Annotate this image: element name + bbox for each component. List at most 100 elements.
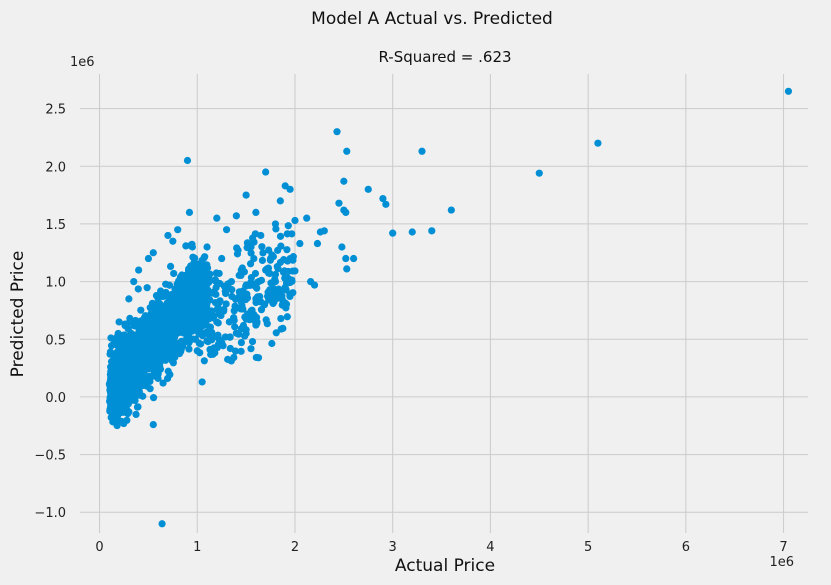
data-point (222, 226, 231, 234)
data-point (338, 243, 346, 251)
y-tick-label: 1.0 (45, 276, 66, 291)
data-point (130, 345, 138, 353)
data-point (198, 331, 207, 340)
data-point (157, 349, 165, 357)
x-axis-label: Actual Price (395, 556, 495, 576)
data-point (187, 286, 195, 294)
x-tick-label: 6 (682, 540, 690, 555)
data-point (140, 313, 149, 322)
data-point (226, 333, 234, 341)
data-point (131, 357, 139, 365)
data-point (259, 249, 267, 257)
data-point (107, 406, 115, 414)
data-point (784, 87, 793, 95)
data-point (228, 292, 236, 301)
data-point (307, 277, 315, 286)
data-point (252, 208, 260, 216)
data-point (157, 287, 165, 295)
data-point (205, 274, 213, 282)
data-point (212, 269, 220, 277)
data-point (281, 182, 289, 190)
data-point (418, 147, 426, 155)
data-point (137, 349, 146, 357)
data-point (169, 237, 177, 245)
data-point (277, 325, 285, 333)
data-point (203, 243, 211, 251)
data-point (110, 335, 118, 343)
data-point (107, 377, 115, 385)
data-point (227, 277, 236, 286)
data-point (242, 191, 250, 199)
data-points (105, 87, 793, 528)
data-point (137, 306, 145, 314)
data-point (232, 212, 240, 220)
data-point (271, 220, 280, 228)
data-point (335, 199, 343, 207)
y-tick-labels: −1.0 −0.5 0.0 0.5 1.0 1.5 2.0 2.5 (34, 103, 66, 522)
data-point (144, 254, 153, 263)
data-point (243, 290, 251, 298)
data-point (164, 231, 172, 240)
data-point (125, 369, 133, 377)
data-point (246, 260, 255, 268)
data-point (254, 354, 263, 362)
data-point (248, 337, 257, 346)
data-point (166, 262, 175, 270)
x-tick-label: 5 (584, 540, 592, 555)
data-point (263, 292, 272, 300)
data-point (237, 325, 245, 333)
data-point (286, 278, 294, 287)
data-point (281, 283, 289, 291)
data-point (237, 271, 245, 280)
data-point (291, 216, 299, 225)
data-point (313, 239, 322, 248)
data-point (174, 286, 183, 294)
data-point (166, 345, 174, 354)
data-point (169, 352, 177, 360)
data-point (145, 373, 153, 381)
data-point (333, 128, 341, 136)
data-point (271, 277, 280, 286)
data-point (205, 315, 213, 323)
data-point (289, 256, 297, 264)
data-point (250, 254, 258, 263)
data-point (408, 228, 416, 236)
data-point (231, 302, 239, 310)
data-point (121, 321, 129, 330)
data-point (149, 346, 157, 354)
data-point (165, 281, 174, 289)
data-point (389, 229, 397, 237)
data-point (272, 329, 280, 337)
data-point (139, 336, 147, 344)
data-point (107, 399, 115, 407)
data-point (149, 249, 157, 257)
x-tick-label: 7 (779, 540, 787, 555)
data-point (284, 222, 292, 230)
data-point (177, 326, 185, 334)
data-point (156, 300, 164, 308)
data-point (218, 254, 226, 263)
data-point (178, 309, 186, 317)
data-point (284, 267, 292, 276)
chart-title: Model A Actual vs. Predicted (311, 9, 553, 29)
data-point (379, 194, 387, 203)
data-point (131, 316, 140, 325)
data-point (183, 334, 191, 342)
data-point (194, 296, 202, 304)
data-point (208, 336, 216, 344)
y-tick-label: 1.5 (45, 218, 66, 233)
data-point (283, 246, 291, 254)
data-point (238, 305, 246, 313)
data-point (247, 273, 255, 282)
data-point (148, 299, 157, 307)
data-point (182, 242, 190, 250)
data-point (193, 347, 201, 355)
data-point (171, 323, 179, 332)
data-point (164, 367, 172, 375)
data-point (209, 350, 217, 358)
data-point (257, 231, 265, 240)
data-point (135, 266, 143, 274)
data-point (118, 369, 126, 378)
data-point (133, 403, 142, 411)
